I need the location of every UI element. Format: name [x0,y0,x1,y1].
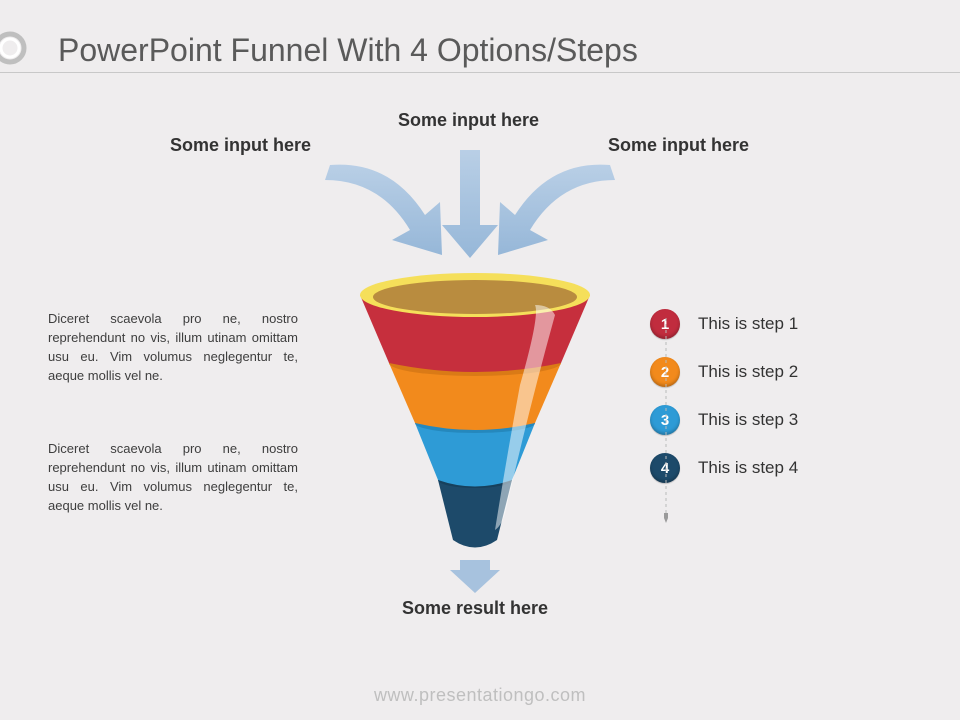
slide: PowerPoint Funnel With 4 Options/Steps S… [0,0,960,720]
steps-connector-line [664,318,668,528]
footer-url: www.presentationgo.com [0,685,960,706]
input-label-left: Some input here [170,135,311,156]
paragraph-1: Diceret scaevola pro ne, nostro reprehen… [48,310,298,385]
step-row-1: 1 This is step 1 [650,300,910,348]
funnel-diagram [345,255,605,575]
step-row-3: 3 This is step 3 [650,396,910,444]
step-label-4: This is step 4 [698,458,798,478]
step-label-3: This is step 3 [698,410,798,430]
step-label-1: This is step 1 [698,314,798,334]
title-underline [0,72,960,73]
output-arrow-icon [450,555,500,595]
step-row-4: 4 This is step 4 [650,444,910,492]
input-arrows [300,130,640,270]
result-label: Some result here [380,598,570,619]
page-title: PowerPoint Funnel With 4 Options/Steps [58,32,638,69]
paragraph-2: Diceret scaevola pro ne, nostro reprehen… [48,440,298,515]
title-bar: PowerPoint Funnel With 4 Options/Steps [0,20,960,80]
step-row-2: 2 This is step 2 [650,348,910,396]
steps-column: 1 This is step 1 2 This is step 2 3 This… [650,300,910,492]
step-label-2: This is step 2 [698,362,798,382]
input-label-center: Some input here [398,110,539,131]
